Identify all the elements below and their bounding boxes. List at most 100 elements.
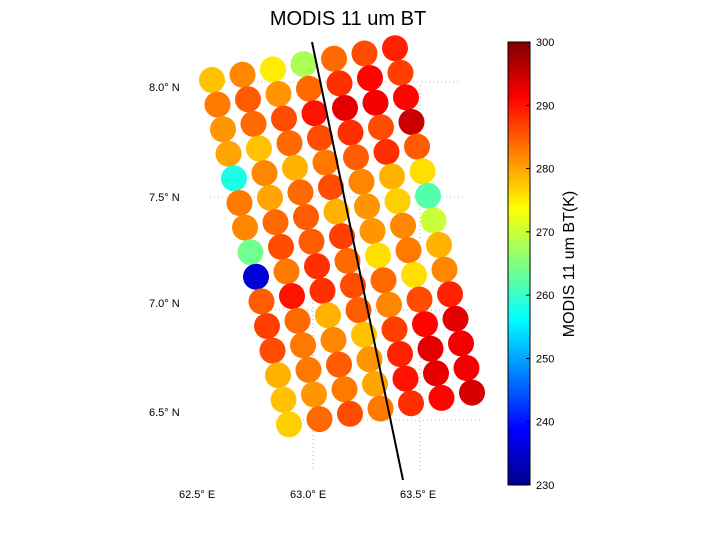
footprint-8-2 (304, 253, 330, 280)
footprint-2-1 (240, 110, 267, 137)
footprint-2-4 (332, 95, 358, 121)
footprint-9-5 (401, 261, 427, 288)
footprint-3-0 (215, 140, 242, 167)
footprint-7-0 (237, 239, 264, 266)
footprint-7-3 (329, 223, 355, 250)
footprint-5-1 (257, 184, 283, 211)
colorbar-tick-280: 280 (536, 164, 554, 176)
footprint-7-4 (359, 218, 386, 244)
footprint-4-6 (404, 133, 430, 160)
footprint-11-1 (290, 332, 316, 359)
footprint-2-6 (393, 84, 419, 111)
footprint-14-4 (398, 390, 424, 417)
footprint-1-2 (265, 81, 292, 107)
footprint-1-3 (296, 75, 322, 102)
colorbar-tick-250: 250 (536, 353, 554, 365)
footprint-11-0 (259, 337, 286, 364)
footprint-5-5 (379, 163, 405, 190)
footprint-1-5 (357, 65, 383, 92)
footprint-layer (199, 35, 485, 438)
footprint-10-2 (315, 302, 341, 329)
footprint-13-4 (392, 365, 419, 392)
footprint-7-2 (298, 228, 325, 255)
latitude-tick-labels: 8.0° N 7.5° N 7.0° N 6.5° N (149, 82, 180, 419)
footprint-3-4 (337, 119, 364, 146)
footprint-3-3 (307, 124, 333, 151)
footprint-10-0 (254, 313, 280, 339)
footprint-8-6 (426, 232, 452, 258)
footprint-13-1 (301, 381, 327, 408)
footprint-3-6 (398, 109, 425, 135)
footprint-10-4 (376, 291, 402, 318)
footprint-4-4 (343, 144, 369, 171)
colorbar-tick-230: 230 (536, 480, 554, 492)
footprint-5-4 (348, 168, 375, 195)
footprint-2-0 (210, 116, 236, 143)
footprint-3-5 (368, 114, 394, 141)
footprint-7-5 (390, 212, 416, 239)
footprint-4-5 (373, 138, 400, 165)
footprint-3-2 (276, 130, 303, 157)
footprint-13-6 (453, 355, 480, 381)
footprint-14-2 (337, 400, 363, 427)
footprint-6-2 (293, 204, 319, 230)
footprint-0-6 (382, 35, 408, 62)
colorbar-tick-270: 270 (536, 227, 554, 239)
footprint-6-5 (384, 188, 411, 215)
footprint-2-2 (271, 105, 297, 132)
footprint-12-2 (326, 351, 352, 378)
footprint-14-6 (459, 379, 485, 406)
footprint-4-3 (312, 149, 339, 176)
footprint-6-4 (354, 193, 380, 220)
footprint-14-1 (306, 406, 333, 433)
footprint-12-0 (265, 362, 291, 389)
longitude-tick-labels: 62.5° E 63.0° E 63.5° E (179, 489, 436, 501)
footprint-13-0 (270, 386, 297, 413)
footprint-8-1 (273, 258, 300, 285)
footprint-3-1 (246, 135, 272, 162)
footprint-10-3 (345, 297, 372, 324)
footprint-12-5 (417, 335, 444, 362)
footprint-1-4 (326, 70, 353, 97)
footprint-1-6 (387, 59, 414, 86)
footprint-5-0 (226, 190, 253, 216)
footprint-13-2 (331, 376, 358, 403)
footprint-6-6 (415, 182, 441, 209)
footprint-0-3 (290, 51, 317, 78)
footprint-7-1 (268, 233, 294, 260)
footprint-14-0 (276, 411, 302, 438)
footprint-8-5 (395, 237, 422, 264)
footprint-4-1 (251, 160, 278, 187)
colorbar (507, 41, 531, 486)
footprint-8-3 (334, 247, 361, 274)
footprint-10-5 (406, 286, 433, 313)
footprint-5-2 (287, 179, 314, 206)
footprint-9-6 (431, 256, 458, 283)
footprint-4-0 (221, 165, 247, 192)
footprint-14-5 (428, 384, 455, 411)
footprint-12-6 (448, 330, 474, 357)
footprint-1-1 (235, 86, 261, 113)
footprint-6-1 (262, 209, 289, 236)
footprint-11-2 (320, 327, 347, 353)
footprint-9-1 (279, 283, 305, 310)
footprint-9-3 (340, 272, 366, 299)
footprint-7-6 (420, 207, 447, 234)
colorbar-tick-290: 290 (536, 100, 554, 112)
footprint-5-3 (318, 174, 344, 201)
footprint-1-0 (204, 91, 231, 118)
footprint-9-4 (370, 267, 397, 294)
chart-title: MODIS 11 um BT (270, 8, 426, 30)
colorbar-tick-260: 260 (536, 290, 554, 302)
footprint-2-3 (301, 100, 328, 127)
lon-tick-62-5: 62.5° E (179, 489, 215, 501)
lon-tick-63-5: 63.5° E (400, 489, 436, 501)
footprint-6-0 (232, 214, 258, 241)
lat-tick-8-0: 8.0° N (149, 82, 180, 94)
footprint-12-1 (295, 356, 322, 383)
footprint-0-5 (351, 40, 378, 67)
footprint-8-0 (243, 263, 269, 290)
colorbar-tick-240: 240 (536, 417, 554, 429)
lat-tick-6-5: 6.5° N (149, 407, 180, 419)
